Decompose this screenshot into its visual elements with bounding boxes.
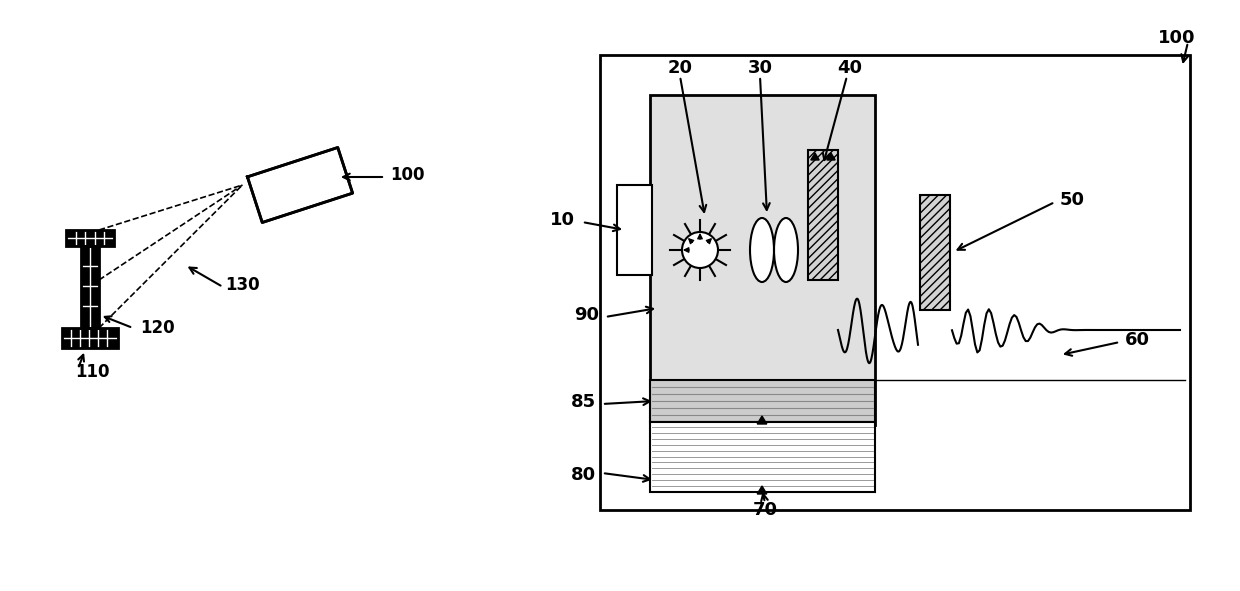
Bar bbox=[920, 195, 950, 310]
Text: 50: 50 bbox=[1060, 191, 1085, 209]
Bar bbox=[62, 328, 118, 348]
Polygon shape bbox=[758, 416, 766, 424]
Circle shape bbox=[682, 232, 718, 268]
Polygon shape bbox=[811, 153, 820, 160]
Text: 120: 120 bbox=[140, 319, 175, 337]
Polygon shape bbox=[827, 153, 836, 160]
Text: 40: 40 bbox=[837, 59, 863, 77]
Text: 100: 100 bbox=[1157, 29, 1195, 47]
Bar bbox=[81, 246, 99, 328]
Text: 130: 130 bbox=[224, 276, 259, 294]
Text: 60: 60 bbox=[1125, 331, 1149, 349]
Text: 10: 10 bbox=[551, 211, 575, 229]
Bar bbox=[62, 328, 118, 348]
Text: 90: 90 bbox=[574, 306, 599, 324]
Bar bbox=[66, 230, 114, 246]
Ellipse shape bbox=[774, 218, 799, 282]
Text: 85: 85 bbox=[570, 393, 596, 411]
Bar bbox=[66, 230, 114, 246]
Text: 30: 30 bbox=[748, 59, 773, 77]
Text: 20: 20 bbox=[667, 59, 692, 77]
Ellipse shape bbox=[750, 218, 774, 282]
Bar bbox=[808, 150, 838, 280]
Bar bbox=[618, 185, 652, 275]
Text: 80: 80 bbox=[570, 466, 596, 484]
Bar bbox=[650, 422, 875, 492]
Bar bbox=[650, 380, 875, 422]
Text: 70: 70 bbox=[753, 501, 777, 519]
Polygon shape bbox=[758, 486, 766, 494]
Bar bbox=[650, 95, 875, 425]
Text: 100: 100 bbox=[391, 166, 424, 184]
Text: 110: 110 bbox=[74, 363, 109, 381]
Bar bbox=[81, 246, 99, 328]
Bar bbox=[600, 55, 1190, 510]
Polygon shape bbox=[248, 148, 352, 222]
